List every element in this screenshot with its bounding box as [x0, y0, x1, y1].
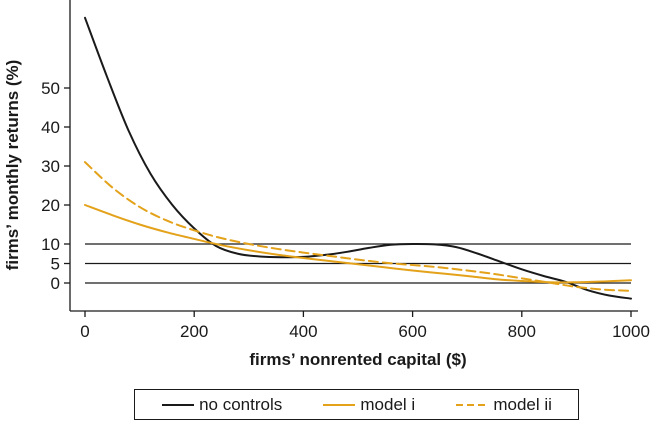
series-line-model-ii	[84, 161, 632, 292]
y-tick-label: 5	[51, 255, 60, 274]
y-axis-title: firms’ monthly returns (%)	[3, 60, 22, 271]
y-tick-label: 50	[41, 79, 60, 98]
chart-series	[84, 16, 632, 300]
legend-entry: no controls	[161, 395, 282, 415]
legend-swatch	[456, 403, 489, 406]
legend-label: model i	[360, 394, 416, 414]
legend: no controls model i model ii	[134, 389, 579, 420]
y-tick-label: 30	[41, 157, 60, 176]
y-tick-label: 10	[41, 235, 60, 254]
x-tick-label: 200	[180, 322, 208, 341]
x-tick-label: 800	[508, 322, 536, 341]
x-tick-label: 0	[80, 322, 89, 341]
x-tick-label: 600	[398, 322, 426, 341]
legend-label: no controls	[199, 394, 283, 414]
series-line-no-controls	[84, 16, 632, 300]
chart-axes	[69, 0, 638, 312]
legend-entry: model ii	[455, 395, 552, 415]
x-axis-title: firms’ nonrented capital ($)	[249, 350, 466, 369]
legend-label: model ii	[493, 394, 552, 414]
legend-entry: model i	[322, 395, 415, 415]
y-tick-label: 20	[41, 196, 60, 215]
y-tick-label: 0	[51, 274, 60, 293]
x-tick-label: 1000	[612, 322, 650, 341]
legend-swatch	[162, 403, 195, 406]
legend-swatch	[323, 403, 356, 406]
y-tick-label: 40	[41, 118, 60, 137]
x-tick-label: 400	[289, 322, 317, 341]
